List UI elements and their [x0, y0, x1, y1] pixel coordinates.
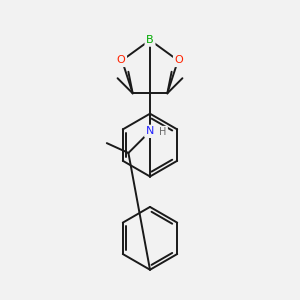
- Text: O: O: [117, 56, 125, 65]
- Text: O: O: [175, 56, 183, 65]
- Text: H: H: [159, 127, 166, 137]
- Text: B: B: [146, 35, 154, 45]
- Text: N: N: [146, 126, 154, 136]
